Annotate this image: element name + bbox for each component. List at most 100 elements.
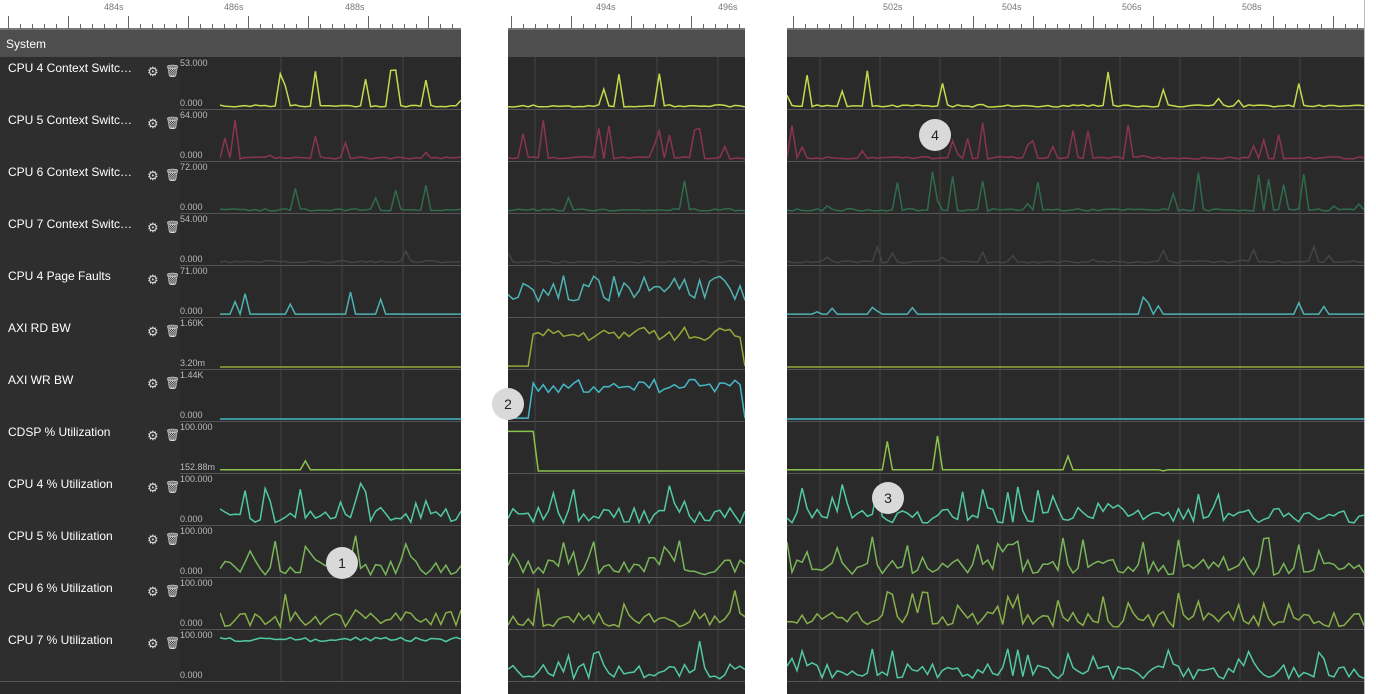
- gear-icon[interactable]: ⚙: [147, 324, 159, 339]
- counter-graph[interactable]: [787, 161, 1364, 213]
- counter-graph[interactable]: [220, 473, 461, 525]
- track-row[interactable]: [787, 161, 1364, 214]
- system-section-header[interactable]: System: [0, 30, 461, 57]
- track-row[interactable]: [787, 213, 1364, 266]
- track-label-cell[interactable]: CPU 7 % Utilization ⚙ 🗑: [0, 629, 180, 681]
- counter-graph[interactable]: [220, 161, 461, 213]
- track-row[interactable]: [787, 265, 1364, 318]
- counter-graph[interactable]: [508, 577, 745, 629]
- track-row[interactable]: AXI WR BW ⚙ 🗑 1.44K 0.000: [0, 369, 461, 422]
- track-row[interactable]: [787, 369, 1364, 422]
- counter-graph[interactable]: [508, 525, 745, 577]
- system-section-header[interactable]: [787, 30, 1364, 57]
- gear-icon[interactable]: ⚙: [147, 272, 159, 287]
- trash-icon[interactable]: 🗑: [165, 116, 181, 130]
- trash-icon[interactable]: 🗑: [165, 636, 181, 650]
- trash-icon[interactable]: 🗑: [165, 376, 181, 390]
- time-ruler[interactable]: 494s 496s: [508, 0, 745, 30]
- track-row[interactable]: [508, 369, 745, 422]
- trash-icon[interactable]: 🗑: [165, 428, 181, 442]
- track-label-cell[interactable]: CPU 5 Context Switc… ⚙ 🗑: [0, 109, 180, 161]
- gear-icon[interactable]: ⚙: [147, 220, 159, 235]
- track-row[interactable]: CDSP % Utilization ⚙ 🗑 100.000 152.88m: [0, 421, 461, 474]
- time-ruler[interactable]: 502s 504s 506s 508s: [787, 0, 1364, 30]
- trash-icon[interactable]: 🗑: [165, 272, 181, 286]
- trash-icon[interactable]: 🗑: [165, 64, 181, 78]
- track-row[interactable]: [508, 525, 745, 578]
- track-row[interactable]: [787, 473, 1364, 526]
- track-row[interactable]: [508, 57, 745, 110]
- track-row[interactable]: [508, 577, 745, 630]
- counter-graph[interactable]: [787, 57, 1364, 109]
- counter-graph[interactable]: [787, 369, 1364, 421]
- trash-icon[interactable]: 🗑: [165, 220, 181, 234]
- counter-graph[interactable]: [508, 421, 745, 473]
- counter-graph[interactable]: [508, 161, 745, 213]
- track-row[interactable]: [787, 577, 1364, 630]
- track-label-cell[interactable]: CPU 4 Context Switc… ⚙ 🗑: [0, 57, 180, 109]
- track-row[interactable]: [787, 317, 1364, 370]
- track-row[interactable]: CPU 4 Context Switc… ⚙ 🗑 53.000 0.000: [0, 57, 461, 110]
- gear-icon[interactable]: ⚙: [147, 64, 159, 79]
- track-label-cell[interactable]: CPU 7 Context Switc… ⚙ 🗑: [0, 213, 180, 265]
- counter-graph[interactable]: [508, 109, 745, 161]
- counter-graph[interactable]: [220, 421, 461, 473]
- track-label-cell[interactable]: CPU 4 % Utilization ⚙ 🗑: [0, 473, 180, 525]
- track-label-cell[interactable]: CPU 5 % Utilization ⚙ 🗑: [0, 525, 180, 577]
- track-row[interactable]: CPU 4 Page Faults ⚙ 🗑 71.000 0.000: [0, 265, 461, 318]
- track-row[interactable]: CPU 6 Context Switc… ⚙ 🗑 72.000 0.000: [0, 161, 461, 214]
- gear-icon[interactable]: ⚙: [147, 532, 159, 547]
- track-row[interactable]: CPU 6 % Utilization ⚙ 🗑 100.000 0.000: [0, 577, 461, 630]
- counter-graph[interactable]: [787, 317, 1364, 369]
- track-row[interactable]: CPU 5 % Utilization ⚙ 🗑 100.000 0.000: [0, 525, 461, 578]
- counter-graph[interactable]: [787, 473, 1364, 525]
- counter-graph[interactable]: [508, 629, 745, 681]
- counter-graph[interactable]: [508, 57, 745, 109]
- gear-icon[interactable]: ⚙: [147, 636, 159, 651]
- track-row[interactable]: [787, 525, 1364, 578]
- counter-graph[interactable]: [787, 629, 1364, 681]
- counter-graph[interactable]: [787, 421, 1364, 473]
- counter-graph[interactable]: [508, 213, 745, 265]
- track-row[interactable]: [508, 317, 745, 370]
- gear-icon[interactable]: ⚙: [147, 480, 159, 495]
- track-row[interactable]: AXI RD BW ⚙ 🗑 1.60K 3.20m: [0, 317, 461, 370]
- counter-graph[interactable]: [787, 265, 1364, 317]
- track-row[interactable]: [508, 213, 745, 266]
- track-row[interactable]: [508, 265, 745, 318]
- counter-graph[interactable]: [508, 317, 745, 369]
- counter-graph[interactable]: [787, 213, 1364, 265]
- counter-graph[interactable]: [220, 213, 461, 265]
- track-label-cell[interactable]: CPU 6 % Utilization ⚙ 🗑: [0, 577, 180, 629]
- counter-graph[interactable]: [508, 265, 745, 317]
- counter-graph[interactable]: [508, 369, 745, 421]
- gear-icon[interactable]: ⚙: [147, 584, 159, 599]
- track-label-cell[interactable]: AXI WR BW ⚙ 🗑: [0, 369, 180, 421]
- track-label-cell[interactable]: AXI RD BW ⚙ 🗑: [0, 317, 180, 369]
- track-row[interactable]: [787, 57, 1364, 110]
- counter-graph[interactable]: [220, 317, 461, 369]
- track-row[interactable]: CPU 7 % Utilization ⚙ 🗑 100.000 0.000: [0, 629, 461, 682]
- track-row[interactable]: [508, 109, 745, 162]
- track-row[interactable]: [508, 473, 745, 526]
- track-row[interactable]: CPU 7 Context Switc… ⚙ 🗑 54.000 0.000: [0, 213, 461, 266]
- track-label-cell[interactable]: CPU 4 Page Faults ⚙ 🗑: [0, 265, 180, 317]
- track-label-cell[interactable]: CDSP % Utilization ⚙ 🗑: [0, 421, 180, 473]
- trash-icon[interactable]: 🗑: [165, 168, 181, 182]
- track-row[interactable]: [787, 629, 1364, 682]
- counter-graph[interactable]: [787, 109, 1364, 161]
- trash-icon[interactable]: 🗑: [165, 480, 181, 494]
- track-row[interactable]: [787, 109, 1364, 162]
- counter-graph[interactable]: [220, 57, 461, 109]
- counter-graph[interactable]: [787, 525, 1364, 577]
- track-row[interactable]: [787, 421, 1364, 474]
- time-ruler[interactable]: 484s 486s 488s: [0, 0, 461, 30]
- counter-graph[interactable]: [508, 473, 745, 525]
- track-row[interactable]: CPU 4 % Utilization ⚙ 🗑 100.000 0.000: [0, 473, 461, 526]
- counter-graph[interactable]: [220, 265, 461, 317]
- track-row[interactable]: CPU 5 Context Switc… ⚙ 🗑 64.000 0.000: [0, 109, 461, 162]
- gear-icon[interactable]: ⚙: [147, 428, 159, 443]
- system-section-header[interactable]: [508, 30, 745, 57]
- gear-icon[interactable]: ⚙: [147, 376, 159, 391]
- gear-icon[interactable]: ⚙: [147, 168, 159, 183]
